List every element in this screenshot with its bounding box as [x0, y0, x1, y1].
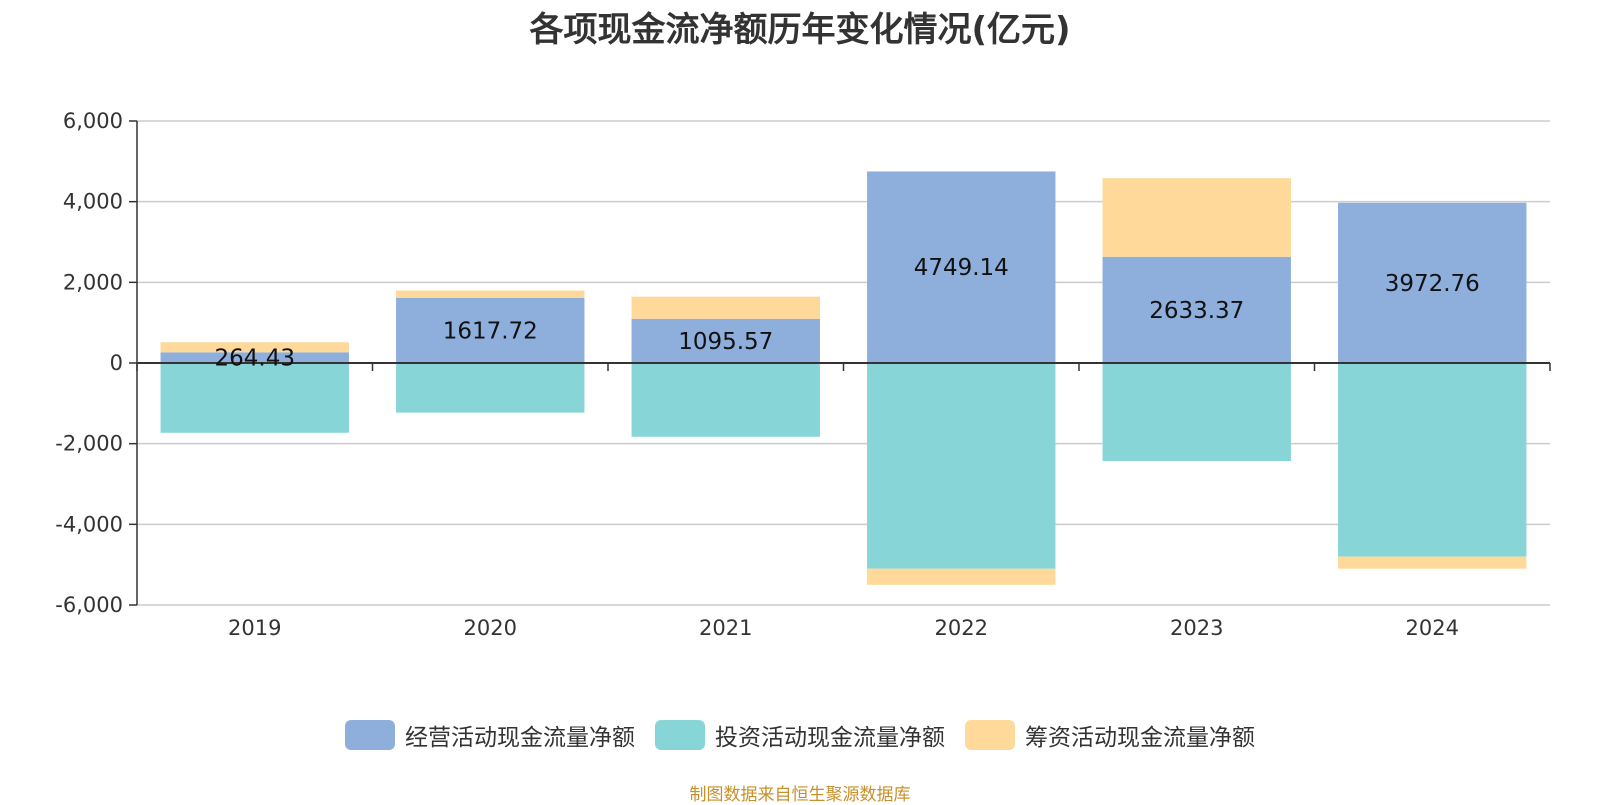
- chart-title: 各项现金流净额历年变化情况(亿元): [529, 10, 1071, 50]
- legend-item[interactable]: 投资活动现金流量净额: [655, 718, 945, 752]
- y-tick-label: -2,000: [55, 432, 123, 456]
- y-tick-label: -4,000: [55, 512, 123, 536]
- bar-s2-2019: [160, 342, 349, 353]
- x-tick-label: 2024: [1406, 616, 1459, 640]
- bar-s0-2021: [631, 318, 820, 363]
- legend-label: 投资活动现金流量净额: [715, 725, 945, 751]
- x-tick-label: 2020: [464, 616, 517, 640]
- data-label: 1095.57: [678, 329, 773, 355]
- y-tick-label: -6,000: [55, 593, 123, 617]
- y-tick-label: 2,000: [63, 270, 123, 294]
- legend-swatch: [655, 720, 705, 750]
- legend-swatch: [965, 720, 1015, 750]
- bar-s0-2023: [1102, 256, 1291, 363]
- x-tick-label: 2023: [1170, 616, 1223, 640]
- data-label: 2633.37: [1149, 298, 1244, 324]
- bar-s1-2021: [631, 363, 820, 437]
- bars: [160, 171, 1527, 585]
- data-label: 3972.76: [1385, 271, 1480, 297]
- y-tick-label: 6,000: [63, 109, 123, 133]
- bar-s0-2022: [867, 171, 1056, 363]
- bar-s1-2024: [1338, 363, 1527, 557]
- y-tick-label: 4,000: [63, 190, 123, 214]
- source-note: 制图数据来自恒生聚源数据库: [689, 785, 911, 805]
- bar-s1-2020: [396, 363, 585, 413]
- data-label: 4749.14: [914, 255, 1009, 281]
- bar-s1-2019: [160, 363, 349, 433]
- data-label: 264.43: [215, 346, 295, 372]
- bar-s2-2021: [631, 296, 820, 319]
- bar-s1-2023: [1102, 363, 1291, 462]
- bar-s0-2020: [396, 297, 585, 363]
- bar-s2-2022: [867, 568, 1056, 585]
- x-tick-label: 2021: [699, 616, 752, 640]
- labels: 6,000 4,000 2,000 0 -2,000 -4,000 -6,000 2019 20…: [55, 109, 1480, 640]
- x-tick-label: 2022: [935, 616, 988, 640]
- bar-s2-2024: [1338, 556, 1527, 569]
- legend-label: 筹资活动现金流量净额: [1025, 725, 1255, 751]
- legend-item[interactable]: 筹资活动现金流量净额: [965, 718, 1255, 752]
- grid-lines: [137, 120, 1550, 606]
- bar-s0-2024: [1338, 202, 1527, 363]
- y-tick-label: 0: [110, 351, 123, 375]
- stacked-bar-chart: 6,000 4,000 2,000 0 -2,000 -4,000 -6,000 2019 20…: [55, 109, 1551, 640]
- bar-s2-2020: [396, 290, 585, 298]
- legend: 经营活动现金流量净额 投资活动现金流量净额 筹资活动现金流量净额: [0, 718, 1600, 752]
- axes: [129, 120, 1551, 606]
- legend-swatch: [345, 720, 395, 750]
- legend-label: 经营活动现金流量净额: [405, 725, 635, 751]
- bar-s0-2019: [160, 352, 349, 363]
- legend-item[interactable]: 经营活动现金流量净额: [345, 718, 635, 752]
- x-tick-label: 2019: [228, 616, 281, 640]
- bar-s1-2022: [867, 363, 1056, 569]
- bar-s2-2023: [1102, 178, 1291, 257]
- data-label: 1617.72: [443, 318, 538, 344]
